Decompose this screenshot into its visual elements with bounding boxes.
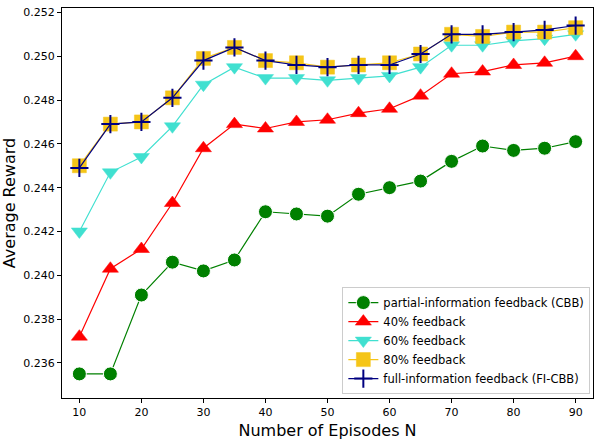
svg-text:10: 10 bbox=[72, 406, 86, 419]
svg-text:70: 70 bbox=[445, 406, 459, 419]
svg-text:40% feedback: 40% feedback bbox=[383, 315, 465, 329]
svg-text:full-information feedback (FI-: full-information feedback (FI-CBB) bbox=[383, 372, 578, 386]
svg-text:80% feedback: 80% feedback bbox=[383, 353, 465, 367]
svg-text:partial-information feedback (: partial-information feedback (CBB) bbox=[383, 296, 583, 310]
svg-text:90: 90 bbox=[569, 406, 583, 419]
svg-text:60: 60 bbox=[383, 406, 397, 419]
svg-text:Average Reward: Average Reward bbox=[0, 138, 19, 268]
svg-text:60% feedback: 60% feedback bbox=[383, 334, 465, 348]
svg-text:0.250: 0.250 bbox=[23, 50, 55, 63]
svg-text:0.238: 0.238 bbox=[23, 313, 55, 326]
svg-text:50: 50 bbox=[321, 406, 335, 419]
svg-text:0.236: 0.236 bbox=[23, 357, 55, 370]
svg-text:0.248: 0.248 bbox=[23, 94, 55, 107]
svg-text:0.246: 0.246 bbox=[23, 138, 55, 151]
svg-text:0.242: 0.242 bbox=[23, 225, 55, 238]
svg-text:30: 30 bbox=[196, 406, 210, 419]
svg-text:0.252: 0.252 bbox=[23, 6, 55, 19]
svg-text:40: 40 bbox=[258, 406, 272, 419]
svg-text:0.240: 0.240 bbox=[23, 269, 55, 282]
svg-text:20: 20 bbox=[134, 406, 148, 419]
svg-text:Number of Episodes N: Number of Episodes N bbox=[238, 421, 416, 440]
svg-text:80: 80 bbox=[507, 406, 521, 419]
svg-text:0.244: 0.244 bbox=[23, 182, 55, 195]
